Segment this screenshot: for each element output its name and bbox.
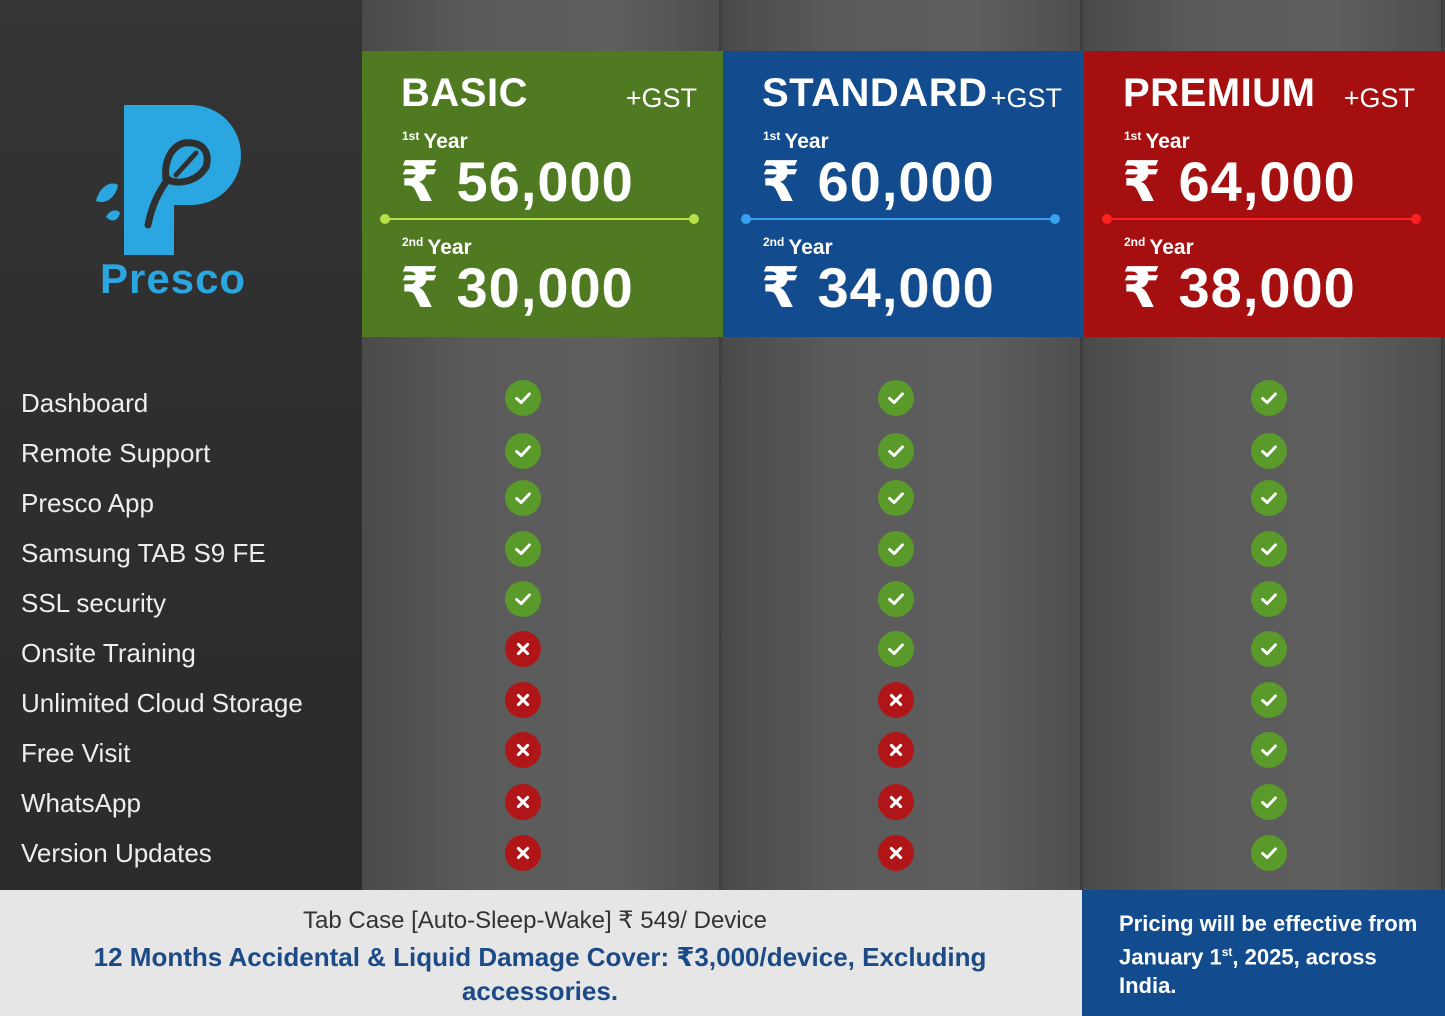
price-divider (741, 214, 1060, 224)
year2-price: ₹ 34,000 (761, 256, 995, 319)
check-icon (878, 581, 914, 617)
check-icon (1251, 835, 1287, 871)
cross-icon (505, 835, 541, 871)
check-icon (878, 433, 914, 469)
cross-icon (505, 682, 541, 718)
cross-icon (878, 682, 914, 718)
price-divider (380, 214, 699, 224)
feature-label: Onsite Training (21, 638, 196, 668)
check-icon (1251, 480, 1287, 516)
footer-note-panel (1082, 890, 1445, 1016)
check-icon (878, 380, 914, 416)
year1-price: ₹ 56,000 (400, 150, 634, 213)
plan-header-premium: PREMIUM +GST 1st Year ₹ 64,000 2nd Year ₹ … (1084, 51, 1445, 337)
plan-gst: +GST (1343, 83, 1415, 113)
year2-price: ₹ 38,000 (1122, 256, 1356, 319)
cross-icon (878, 732, 914, 768)
year2-label: 2nd Year (402, 235, 472, 259)
feature-label: SSL security (21, 588, 166, 618)
year1-price: ₹ 60,000 (761, 150, 995, 213)
year1-label: 1st Year (1124, 129, 1190, 153)
plan-header-standard: STANDARD +GST 1st Year ₹ 60,000 2nd Year ₹… (723, 51, 1084, 337)
plan-name: STANDARD (762, 71, 988, 115)
cross-icon (505, 784, 541, 820)
feature-label: Samsung TAB S9 FE (21, 538, 266, 568)
cross-icon (878, 784, 914, 820)
plan-name: PREMIUM (1123, 71, 1316, 115)
check-icon (505, 480, 541, 516)
damage-cover-text: 12 Months Accidental & Liquid Damage Cov… (93, 942, 987, 1006)
plan-gst: +GST (625, 83, 697, 113)
check-icon (878, 480, 914, 516)
feature-label: Remote Support (21, 438, 211, 468)
check-icon (1251, 631, 1287, 667)
check-icon (1251, 531, 1287, 567)
check-icon (878, 531, 914, 567)
feature-label: Unlimited Cloud Storage (21, 688, 303, 718)
year1-label: 1st Year (763, 129, 829, 153)
check-icon (505, 380, 541, 416)
check-icon (878, 631, 914, 667)
cross-icon (505, 732, 541, 768)
check-icon (505, 581, 541, 617)
pricing-effective-note: Pricing will be effective from January 1… (1119, 911, 1418, 999)
tab-case-text: Tab Case [Auto-Sleep-Wake] ₹ 549/ Device (303, 907, 767, 934)
feature-label: Presco App (21, 488, 154, 518)
price-divider (1102, 214, 1421, 224)
check-icon (1251, 732, 1287, 768)
year2-price: ₹ 30,000 (400, 256, 634, 319)
plan-header-basic: BASIC +GST 1st Year ₹ 56,000 2nd Year ₹ 30… (362, 51, 723, 337)
cross-icon (878, 835, 914, 871)
brand-name: Presco (100, 255, 247, 302)
check-icon (1251, 581, 1287, 617)
feature-label: WhatsApp (21, 788, 141, 818)
year1-price: ₹ 64,000 (1122, 150, 1356, 213)
check-icon (505, 433, 541, 469)
feature-label: Free Visit (21, 738, 131, 768)
cross-icon (505, 631, 541, 667)
feature-label: Version Updates (21, 838, 212, 868)
footer-addons (0, 890, 1082, 1016)
check-icon (505, 531, 541, 567)
check-icon (1251, 433, 1287, 469)
year1-label: 1st Year (402, 129, 468, 153)
feature-label: Dashboard (21, 388, 149, 418)
check-icon (1251, 682, 1287, 718)
plan-gst: +GST (990, 83, 1062, 113)
check-icon (1251, 784, 1287, 820)
plan-name: BASIC (401, 71, 528, 115)
presco-leaf-logo-icon (96, 105, 241, 255)
year2-label: 2nd Year (1124, 235, 1194, 259)
check-icon (1251, 380, 1287, 416)
year2-label: 2nd Year (763, 235, 833, 259)
